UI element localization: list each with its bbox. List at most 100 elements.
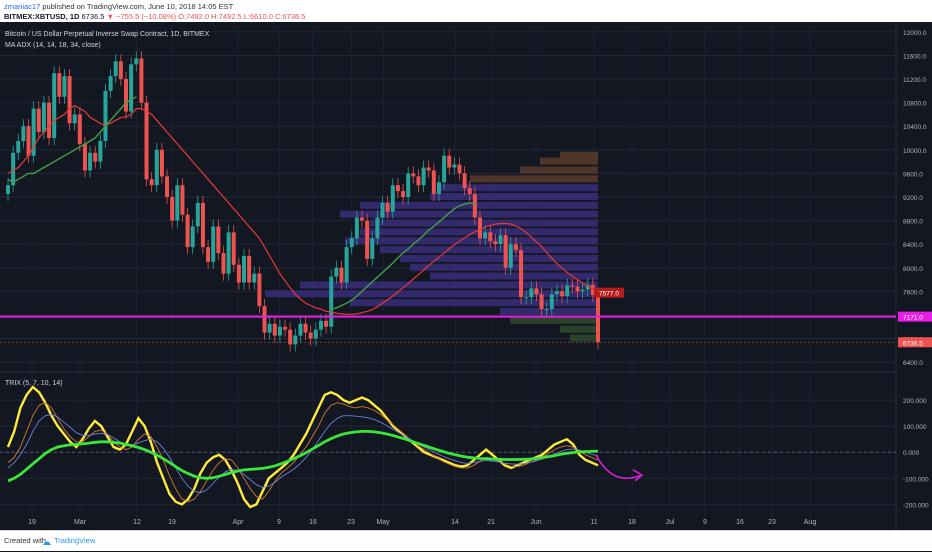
candle-body bbox=[380, 202, 385, 218]
trix-tick-label: 200.000 bbox=[903, 398, 927, 405]
time-tick-label: 11 bbox=[590, 519, 597, 526]
created-with-text: Created with bbox=[4, 536, 47, 545]
time-tick-label: 16 bbox=[309, 519, 317, 526]
symbol-label: BITMEX:XBTUSD, 1D bbox=[4, 12, 80, 21]
author-line: zmaniac17 published on TradingView.com, … bbox=[4, 2, 233, 11]
candle-body bbox=[226, 232, 231, 274]
candle-body bbox=[390, 185, 395, 212]
price-tick-label: 8400.0 bbox=[903, 242, 923, 249]
candle-body bbox=[129, 64, 134, 112]
candle-body bbox=[6, 185, 10, 195]
volume-profile-bar bbox=[350, 299, 598, 307]
time-axis: 19 Mar 12 19 Apr 9 16 23 May 14 21 Jun 11 18 Jul 9 16 23 A… bbox=[28, 519, 816, 526]
moving-averages: 7577.0 bbox=[0, 96, 896, 343]
candle-body bbox=[370, 238, 375, 259]
candle-body bbox=[406, 173, 411, 197]
support-price-text: 7171.0 bbox=[903, 315, 923, 322]
candle-body bbox=[493, 241, 498, 245]
candle-body bbox=[534, 288, 539, 295]
time-tick-label: Apr bbox=[233, 519, 245, 526]
forecast-arrow bbox=[595, 454, 641, 480]
candle-body bbox=[242, 255, 246, 283]
price-tick-label: 9200.0 bbox=[903, 195, 923, 202]
candle-body bbox=[139, 58, 144, 103]
candle-body bbox=[431, 170, 436, 195]
candle-body bbox=[339, 267, 344, 283]
volume-profile-bar bbox=[500, 307, 598, 315]
trix-series-line bbox=[7, 413, 599, 494]
candle-body bbox=[467, 188, 472, 195]
candle-body bbox=[452, 164, 457, 168]
price-change: −755.5 (−10.08%) bbox=[116, 12, 177, 21]
candle-body bbox=[344, 247, 349, 283]
price-axis: 6400.06800.07200.07600.08000.08400.08800… bbox=[898, 30, 932, 509]
trix-tick-label: -200.000 bbox=[903, 502, 929, 509]
candle-body bbox=[334, 267, 339, 277]
candle-body bbox=[185, 214, 190, 248]
candle-body bbox=[513, 244, 518, 251]
trix-series-line bbox=[7, 430, 599, 483]
candle-body bbox=[365, 220, 370, 259]
volume-profile-bar bbox=[570, 334, 598, 342]
volume-profile-bar bbox=[400, 254, 598, 262]
candle-body bbox=[375, 217, 380, 239]
author-link[interactable]: zmaniac17 bbox=[4, 2, 41, 11]
chart-canvas[interactable]: 7577.0 6400.06800.07200.07600.08000.0840… bbox=[0, 22, 932, 530]
tradingview-logo-icon bbox=[42, 534, 52, 545]
ma-green-line bbox=[7, 96, 475, 310]
candle-body bbox=[293, 335, 298, 345]
candle-body bbox=[82, 143, 87, 171]
price-tick-label: 8800.0 bbox=[903, 219, 923, 226]
candle-body bbox=[411, 173, 416, 177]
candle-body bbox=[211, 226, 216, 262]
price-tick-label: 11600.0 bbox=[903, 53, 926, 60]
candle-body bbox=[200, 202, 205, 248]
candle-body bbox=[257, 273, 262, 307]
candle-body bbox=[62, 76, 67, 97]
candle-body bbox=[539, 294, 544, 310]
forecast-arrowhead-icon bbox=[632, 469, 644, 482]
candle-body bbox=[554, 291, 559, 295]
time-tick-label: Jul bbox=[666, 519, 675, 526]
candle-body bbox=[277, 326, 282, 336]
candle-body bbox=[354, 217, 359, 239]
price-tick-label: 11200.0 bbox=[903, 77, 926, 84]
candle-body bbox=[124, 79, 128, 112]
down-arrow-icon: ▼ bbox=[106, 12, 114, 21]
candle-body bbox=[267, 323, 272, 333]
candle-body bbox=[324, 320, 329, 327]
candle-body bbox=[524, 297, 529, 299]
candle-body bbox=[288, 329, 293, 345]
candle-body bbox=[447, 155, 452, 168]
candle-body bbox=[72, 114, 77, 124]
candle-body bbox=[503, 235, 508, 268]
candle-body bbox=[247, 255, 252, 283]
candle-body bbox=[175, 185, 180, 221]
time-tick-label: 23 bbox=[768, 519, 776, 526]
price-tick-label: 9600.0 bbox=[903, 171, 923, 178]
candle-body bbox=[580, 289, 585, 292]
price-tick-label: 12000.0 bbox=[903, 30, 927, 37]
last-price-tag bbox=[898, 337, 932, 348]
candle-body bbox=[462, 173, 467, 189]
time-tick-label: 16 bbox=[736, 519, 744, 526]
volume-profile-bar bbox=[520, 166, 598, 174]
volume-profile-bar bbox=[430, 272, 598, 280]
candle-body bbox=[31, 108, 36, 156]
volume-profile-bar bbox=[560, 325, 598, 333]
ma-adx-label: MA ADX (14, 14, 18, 34, close) bbox=[5, 42, 101, 49]
published-text: published on TradingView.com, June 10, 2… bbox=[42, 2, 234, 11]
candle-body bbox=[272, 323, 277, 336]
candle-body bbox=[41, 102, 46, 133]
candlestick-series bbox=[6, 51, 600, 352]
candle-body bbox=[498, 235, 503, 245]
candle-body bbox=[221, 253, 226, 274]
trix-series-line bbox=[6, 385, 599, 509]
publication-header: zmaniac17 published on TradingView.com, … bbox=[0, 0, 932, 22]
support-price-tag bbox=[898, 311, 932, 322]
candle-body bbox=[159, 149, 164, 177]
time-tick-label: May bbox=[376, 519, 390, 526]
volume-profile-bar bbox=[510, 316, 598, 324]
candle-body bbox=[231, 232, 236, 265]
candle-body bbox=[472, 194, 477, 218]
